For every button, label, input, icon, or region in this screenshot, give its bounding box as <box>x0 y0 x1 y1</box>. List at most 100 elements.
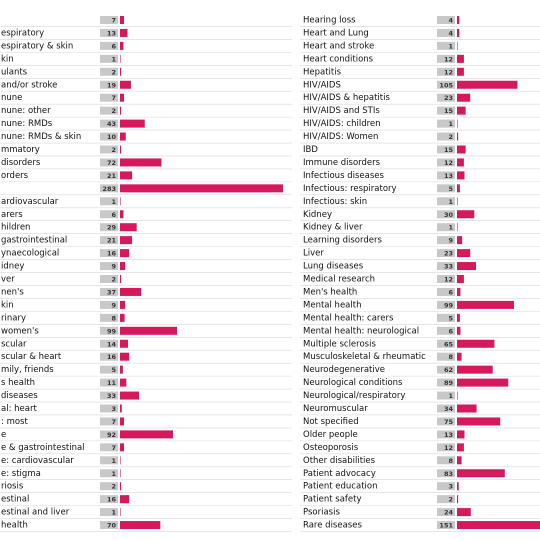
value-box <box>437 521 455 530</box>
category-label: Mental health <box>303 300 361 310</box>
bar <box>457 352 462 361</box>
category-label: nen's <box>1 287 24 297</box>
bar <box>120 417 125 426</box>
bar <box>120 119 145 128</box>
value-box <box>100 119 118 128</box>
value-label: 1 <box>448 198 453 206</box>
bar <box>120 197 121 206</box>
value-box <box>437 210 455 219</box>
value-box <box>437 495 455 504</box>
value-label: 283 <box>102 185 116 193</box>
bar <box>457 197 458 206</box>
category-label: Heart and stroke <box>303 41 374 51</box>
bar <box>457 28 460 37</box>
value-box <box>437 93 455 102</box>
value-label: 13 <box>107 29 116 37</box>
value-box <box>437 313 455 322</box>
bar <box>457 158 464 167</box>
value-label: 151 <box>439 522 453 530</box>
bar <box>457 249 471 258</box>
value-label: 30 <box>444 211 454 219</box>
bar <box>457 430 465 439</box>
bar <box>457 339 495 348</box>
category-label: health <box>1 521 28 531</box>
value-box <box>100 80 118 89</box>
category-label: mmatory <box>1 145 40 155</box>
bar <box>457 495 459 504</box>
value-box <box>437 404 455 413</box>
bar <box>120 223 137 232</box>
value-label: 4 <box>448 29 453 37</box>
category-label: arers <box>1 210 23 220</box>
value-label: 8 <box>448 353 453 361</box>
category-label: mily, friends <box>1 365 54 375</box>
value-label: 13 <box>444 172 453 180</box>
value-box <box>437 28 455 37</box>
value-label: 11 <box>107 379 117 387</box>
bar <box>457 313 460 322</box>
value-box <box>100 262 118 271</box>
category-label: Not specified <box>303 417 359 427</box>
category-label: HIV/AIDS and STIs <box>303 106 380 116</box>
bar <box>120 106 122 115</box>
category-label: Mental health: carers <box>303 313 394 323</box>
value-label: 1 <box>111 457 116 465</box>
value-box <box>437 16 455 24</box>
value-box <box>437 119 455 128</box>
bar <box>457 391 458 400</box>
value-box <box>100 54 118 63</box>
bar <box>120 210 124 219</box>
value-label: 2 <box>448 496 453 504</box>
value-box <box>100 391 118 400</box>
category-label: and/or stroke <box>1 80 57 90</box>
bar <box>120 171 133 180</box>
value-label: 13 <box>444 431 453 439</box>
value-box <box>100 313 118 322</box>
value-label: 7 <box>111 94 116 102</box>
value-box <box>437 184 455 193</box>
value-label: 24 <box>444 509 454 517</box>
bar <box>120 326 178 335</box>
bar <box>120 67 122 76</box>
value-label: 99 <box>444 301 454 309</box>
value-label: 12 <box>444 159 453 167</box>
category-label: Medical research <box>303 275 375 285</box>
bar <box>120 80 131 89</box>
bar <box>120 54 121 63</box>
value-label: 12 <box>444 276 453 284</box>
value-box <box>437 417 455 426</box>
value-label: 6 <box>111 42 116 50</box>
value-label: 7 <box>111 444 116 452</box>
value-box <box>100 197 118 206</box>
category-label: women's <box>1 326 39 336</box>
value-box <box>100 158 118 167</box>
category-label: e: cardiovascular <box>1 456 74 466</box>
category-label: IBD <box>303 145 318 155</box>
category-label: diseases <box>1 391 38 401</box>
bar <box>120 352 130 361</box>
bar <box>120 339 129 348</box>
category-label: ver <box>1 275 15 285</box>
bar <box>457 236 463 245</box>
category-label: Infectious diseases <box>303 171 384 181</box>
category-label: kin <box>1 300 14 310</box>
category-label: Neurological conditions <box>303 378 403 388</box>
value-box <box>100 378 118 387</box>
bar <box>457 16 460 24</box>
value-label: 5 <box>111 366 116 374</box>
category-label: Neurological/respiratory <box>303 391 405 401</box>
category-label: e & gastrointestinal <box>1 443 85 453</box>
bar <box>457 106 466 115</box>
bar <box>120 378 127 387</box>
value-label: 70 <box>107 522 117 530</box>
category-label: Kidney <box>303 210 332 220</box>
value-box <box>100 352 118 361</box>
value-label: 6 <box>448 327 453 335</box>
value-box <box>437 236 455 245</box>
category-label: idney <box>1 262 24 272</box>
category-label: ulants <box>1 67 28 77</box>
bar <box>457 417 501 426</box>
category-label: riosis <box>1 482 24 492</box>
value-label: 62 <box>444 366 453 374</box>
value-box <box>437 67 455 76</box>
